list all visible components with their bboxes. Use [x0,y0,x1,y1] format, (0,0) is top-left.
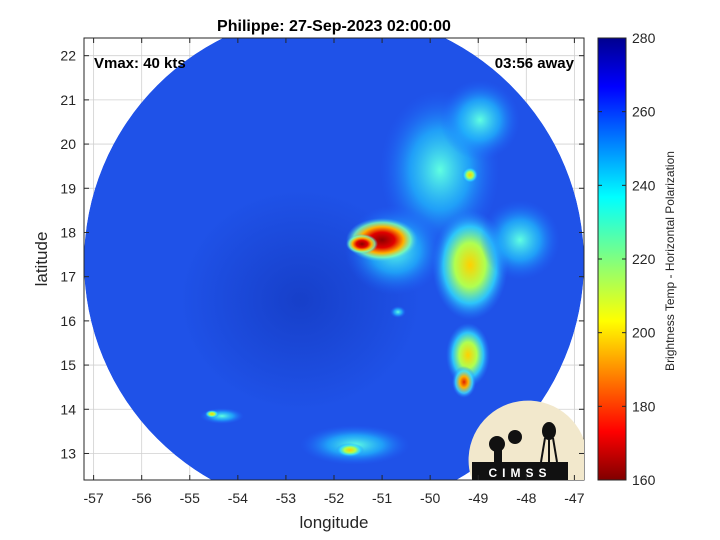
colorbar-tick-label: 280 [632,30,656,46]
tower-leg [540,437,546,463]
x-tick-label: -49 [468,490,488,506]
central-convection-2 [346,234,378,254]
y-tick-label: 22 [60,48,76,64]
x-tick-label: -50 [420,490,440,506]
colorbar-tick-label: 260 [632,104,656,120]
band-east-3 [452,366,476,398]
scan-swath [84,38,584,480]
x-tick-label: -53 [276,490,296,506]
colorbar-tick-label: 160 [632,472,656,488]
dish-icon-2 [508,430,522,444]
x-axis: -57 -56 -55 -54 -53 -52 -51 -50 -49 -48 -47 [83,38,585,506]
y-tick-label: 13 [60,445,76,461]
tower-icon [542,422,556,440]
y-axis-label: latitude [32,232,51,287]
tower-leg [552,437,558,463]
x-tick-label: -47 [564,490,584,506]
y-tick-label: 14 [60,401,76,417]
y-tick-label: 20 [60,136,76,152]
colorbar-ticks: 160 180 200 220 240 260 280 [598,30,656,488]
colorbar [597,37,627,481]
x-tick-label: -51 [372,490,392,506]
y-tick-label: 17 [60,269,76,285]
x-axis-label: longitude [299,513,368,532]
logo-band [472,462,568,480]
y-tick-label: 18 [60,224,76,240]
y-tick-label: 16 [60,313,76,329]
band-north [462,167,478,183]
x-tick-label: -54 [228,490,248,506]
band-east-outer [480,200,560,280]
cell-northeast-top [440,80,520,160]
cell-west-core [205,410,219,418]
chart-title: Philippe: 27-Sep-2023 02:00:00 [217,18,451,35]
logo-text: CIMSS [488,466,551,480]
x-tick-label: -55 [180,490,200,506]
band-southwest-core [336,443,364,457]
small-cell-center [390,306,406,318]
y-tick-label: 19 [60,180,76,196]
colorbar-tick-label: 200 [632,325,656,341]
x-tick-label: -52 [324,490,344,506]
time-away-label: 03:56 away [495,55,575,72]
dish-stand [494,448,502,462]
vmax-label: Vmax: 40 kts [94,55,186,72]
colorbar-tick-label: 180 [632,398,656,414]
colorbar-tick-label: 240 [632,177,656,193]
x-tick-label: -56 [132,490,152,506]
y-tick-label: 15 [60,357,76,373]
y-tick-label: 21 [60,92,76,108]
colorbar-tick-label: 220 [632,251,656,267]
cimss-logo: CIMSS [468,400,584,480]
x-tick-label: -57 [83,490,103,506]
colorbar-label: Brightness Temp - Horizontal Polarizatio… [663,151,677,371]
x-tick-label: -48 [516,490,536,506]
y-axis: 13 14 15 16 17 18 19 20 21 22 [60,48,584,461]
